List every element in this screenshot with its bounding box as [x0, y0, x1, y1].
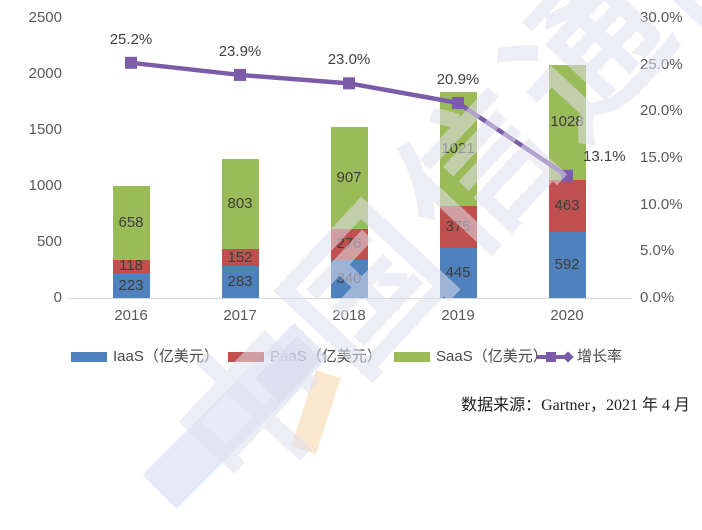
y-axis-right-tick: 10.0% — [640, 195, 683, 213]
y-axis-left-tick: 500 — [36, 233, 62, 250]
growth-rate-point-label: 20.9% — [436, 70, 480, 88]
bar-segment-value: 1021 — [441, 139, 475, 157]
y-axis-right-tick: 20.0% — [640, 102, 683, 120]
y-axis-right-tick: 25.0% — [640, 55, 683, 73]
legend-label-saas: SaaS（亿美元） — [436, 348, 548, 365]
bar-segment-value: 375 — [445, 218, 471, 236]
bar-segment-value: 463 — [554, 196, 580, 214]
bar-segment-value: 445 — [445, 264, 471, 282]
bar-segment-paas-2016 — [112, 259, 150, 273]
growth-rate-point-label: 23.9% — [218, 42, 262, 60]
bar-segment-paas-2020 — [548, 179, 586, 232]
legend-item-growth-rate: 增长率 — [537, 348, 622, 366]
x-tick-2016: 2016 — [114, 307, 148, 324]
growth-rate-point-label: 25.2% — [109, 30, 153, 48]
watermark-text: 中国信通院 — [145, 0, 702, 522]
y-axis-right-tick: 0.0% — [640, 289, 675, 306]
bar-segment-value: 118 — [119, 257, 143, 275]
bar-segment-value: 276 — [336, 235, 362, 253]
legend-label-growth-rate: 增长率 — [577, 348, 623, 365]
y-axis-left-tick: 1500 — [28, 121, 62, 138]
bar-segment-value: 1028 — [550, 113, 584, 131]
y-axis-right-tick: 5.0% — [640, 242, 675, 260]
bar-segment-value: 223 — [118, 276, 144, 294]
bar-segment-value: 592 — [554, 255, 580, 273]
bar-segment-iaas-2018 — [330, 259, 368, 298]
saas-swatch-icon — [394, 352, 430, 362]
bar-segment-value: 283 — [227, 273, 253, 291]
x-axis-baseline — [68, 298, 632, 299]
x-tick-2019: 2019 — [441, 307, 475, 324]
bar-segment-value: 803 — [227, 195, 253, 213]
line-marker — [234, 68, 246, 81]
bar-segment-value: 340 — [336, 269, 362, 287]
legend-item-iaas: IaaS（亿美元） — [71, 348, 219, 366]
y-axis-left-tick: 2500 — [28, 9, 62, 26]
y-axis-right-tick: 15.0% — [640, 149, 683, 166]
paas-swatch-icon — [228, 352, 264, 362]
bar-segment-iaas-2019 — [439, 248, 477, 298]
legend-label-iaas: IaaS（亿美元） — [113, 348, 219, 365]
bar-segment-value: 152 — [227, 248, 253, 266]
x-tick-2018: 2018 — [332, 307, 366, 324]
legend-item-paas: PaaS（亿美元） — [228, 348, 382, 366]
line-marker — [125, 56, 137, 69]
bar-segment-saas-2016 — [112, 186, 150, 260]
source-note: 数据来源：Gartner，2021 年 4 月 — [461, 397, 690, 414]
iaas-swatch-icon — [71, 352, 107, 362]
cloud-market-combo-chart: 0 500 1000 1500 2000 2500 0.0% 5.0% 10.0% 15.0% 20… — [28, 0, 702, 522]
y-axis-left-tick: 2000 — [28, 65, 62, 82]
bar-segment-value: 658 — [118, 213, 144, 231]
legend-item-saas: SaaS（亿美元） — [394, 348, 548, 366]
growth-rate-point-label: 23.0% — [327, 51, 371, 69]
y-axis-left-tick: 1000 — [28, 177, 62, 194]
bar-segment-value: 907 — [336, 169, 362, 187]
y-axis-left-tick: 0 — [53, 289, 62, 306]
x-tick-2017: 2017 — [223, 307, 257, 324]
bar-segment-paas-2018 — [330, 229, 368, 260]
bar-segment-iaas-2017 — [221, 266, 259, 298]
bar-segment-paas-2019 — [439, 206, 477, 249]
legend-label-paas: PaaS（亿美元） — [270, 348, 382, 365]
line-marker-icon — [537, 351, 574, 363]
bar-segment-paas-2017 — [221, 249, 259, 267]
y-axis-right-tick: 30.0% — [640, 9, 683, 26]
line-marker — [343, 77, 355, 90]
bar-segment-iaas-2020 — [548, 231, 586, 298]
x-tick-2020: 2020 — [550, 307, 584, 324]
bar-segment-iaas-2016 — [112, 273, 150, 298]
growth-rate-point-label: 13.1% — [583, 147, 626, 165]
